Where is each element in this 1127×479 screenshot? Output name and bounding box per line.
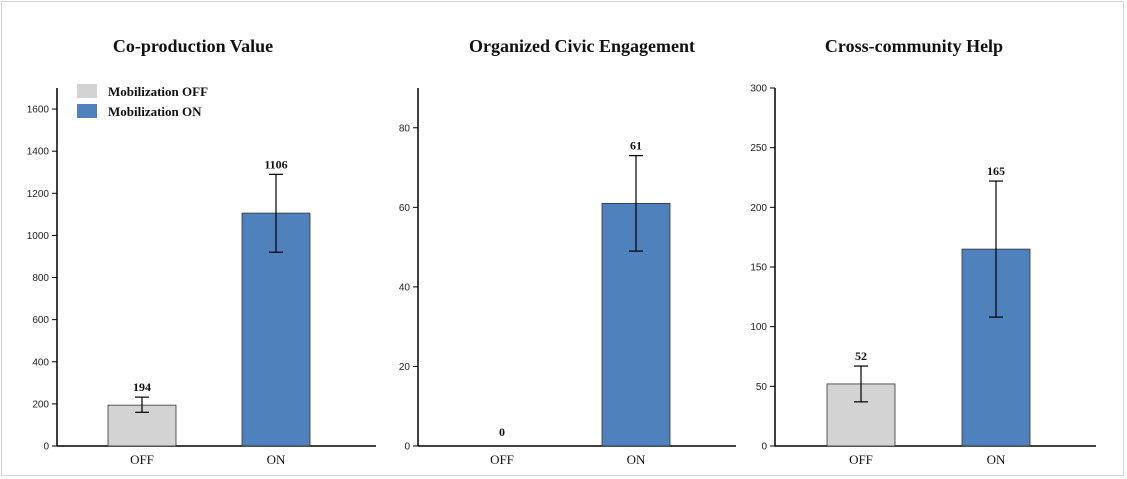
- data-label: 165: [987, 164, 1005, 178]
- data-label: 194: [133, 380, 151, 394]
- y-tick-label: 80: [399, 123, 411, 134]
- y-tick-label: 600: [32, 315, 49, 326]
- y-tick-label: 50: [756, 382, 768, 393]
- legend-label-off: Mobilization OFF: [108, 84, 208, 99]
- x-category-label: ON: [627, 452, 646, 467]
- legend-swatch-on: [77, 104, 97, 118]
- y-tick-label: 1000: [27, 231, 50, 242]
- panel-1: 0 200 400 600 800 1000 1200 1400 1600 194 OFF 1106 O…: [27, 88, 376, 467]
- y-tick-label: 0: [404, 442, 410, 453]
- y-tick-label: 200: [32, 399, 49, 410]
- legend-label-on: Mobilization ON: [108, 104, 202, 119]
- y-tick-label: 40: [399, 282, 411, 293]
- y-tick-label: 1400: [27, 147, 50, 158]
- data-label: 52: [855, 349, 867, 363]
- y-tick-label: 0: [43, 442, 49, 453]
- data-label: 0: [499, 425, 505, 439]
- x-category-label: ON: [267, 452, 286, 467]
- y-tick-label: 200: [750, 203, 767, 214]
- y-tick-label: 300: [750, 84, 767, 95]
- y-tick-label: 800: [32, 273, 49, 284]
- y-tick-label: 0: [761, 442, 767, 453]
- legend: Mobilization OFF Mobilization ON: [77, 84, 208, 119]
- panel-2: 0 20 40 60 80 0 OFF 61 ON: [399, 88, 736, 467]
- data-label: 1106: [264, 157, 287, 171]
- y-tick-label: 150: [750, 263, 767, 274]
- y-tick-label: 100: [750, 322, 767, 333]
- y-tick-label: 20: [399, 362, 411, 373]
- x-category-label: OFF: [490, 452, 514, 467]
- data-label: 61: [630, 139, 642, 153]
- x-category-label: OFF: [130, 452, 154, 467]
- panel-3: 0 50 100 150 200 250 300 52 OFF 165 ON: [750, 84, 1096, 467]
- y-tick-label: 250: [750, 143, 767, 154]
- y-tick-label: 400: [32, 357, 49, 368]
- y-tick-label: 1600: [27, 105, 50, 116]
- panel-2-title: Organized Civic Engagement: [469, 36, 695, 56]
- x-category-label: ON: [987, 452, 1006, 467]
- y-tick-label: 60: [399, 203, 411, 214]
- panel-3-title: Cross-community Help: [825, 36, 1003, 56]
- y-tick-label: 1200: [27, 189, 50, 200]
- legend-swatch-off: [77, 84, 97, 98]
- x-category-label: OFF: [849, 452, 873, 467]
- panel-1-title: Co-production Value: [113, 36, 273, 56]
